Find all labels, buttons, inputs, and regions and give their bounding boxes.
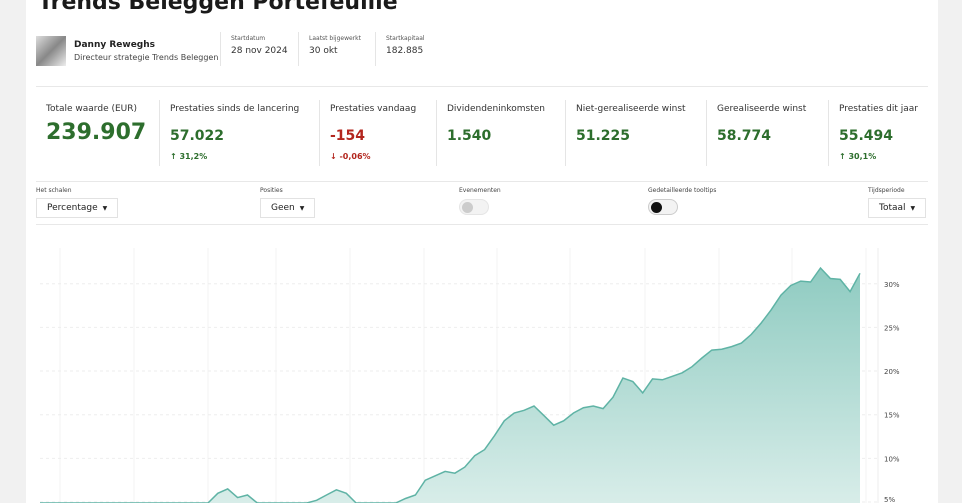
stat-label: Prestaties sinds de lancering <box>170 104 300 114</box>
caret-down-icon: ▼ <box>102 204 108 212</box>
stat-2: Prestaties vandaag -154 ↓ -0,06% <box>319 100 436 166</box>
y-tick-label: 15% <box>884 412 900 420</box>
stat-value: 51.225 <box>576 128 631 144</box>
period-label: Tijdsperiode <box>868 187 905 194</box>
scale-label: Het schalen <box>36 187 72 194</box>
y-tick-label: 30% <box>884 281 900 289</box>
events-label: Evenementen <box>459 187 501 194</box>
meta-label: Startkapitaal <box>386 35 425 42</box>
area-fill <box>40 268 860 503</box>
positions-dropdown[interactable]: Geen ▼ <box>260 198 316 218</box>
scale-control: Het schalen Percentage ▼ <box>36 187 119 218</box>
period-value: Totaal <box>879 203 906 213</box>
stat-1: Prestaties sinds de lancering 57.022 ↑ 31,… <box>159 100 319 166</box>
stat-value: 57.022 <box>170 128 225 144</box>
stat-4: Niet-gerealiseerde winst 51.225 <box>565 100 706 166</box>
stat-6: Prestaties dit jaar 55.494 ↑ 30,1% <box>828 100 938 166</box>
stat-label: Dividendeninkomsten <box>447 104 545 114</box>
stat-label: Prestaties dit jaar <box>839 104 918 114</box>
stat-label: Gerealiseerde winst <box>717 104 807 114</box>
stat-label: Prestaties vandaag <box>330 104 417 114</box>
divider <box>36 224 928 225</box>
meta-label: Laatst bijgewerkt <box>309 35 361 42</box>
tooltips-label: Gedetailleerde tooltips <box>648 187 717 194</box>
period-dropdown[interactable]: Totaal ▼ <box>868 198 927 218</box>
y-tick-label: 25% <box>884 324 900 332</box>
y-tick-label: 20% <box>884 368 900 376</box>
stat-value: 1.540 <box>447 128 492 144</box>
stat-label: Niet-gerealiseerde winst <box>576 104 686 114</box>
positions-label: Posities <box>260 187 283 194</box>
stat-value: -154 <box>330 128 366 144</box>
stat-value: 55.494 <box>839 128 894 144</box>
divider <box>36 86 928 87</box>
meta-label: Startdatum <box>231 35 266 42</box>
tooltips-toggle[interactable] <box>648 199 678 215</box>
tooltips-control: Gedetailleerde tooltips <box>648 187 716 215</box>
positions-control: Posities Geen ▼ <box>260 187 316 218</box>
stat-3: Dividendeninkomsten 1.540 <box>436 100 565 166</box>
events-control: Evenementen <box>459 187 501 215</box>
period-control: Tijdsperiode Totaal ▼ <box>868 187 927 218</box>
toggle-knob <box>651 202 662 213</box>
stat-0: Totale waarde (EUR) 239.907 <box>36 100 156 166</box>
performance-chart[interactable]: 5% 10% 15% 20% 25% 30% <box>0 230 962 503</box>
meta-value: 28 nov 2024 <box>231 46 288 56</box>
scale-value: Percentage <box>47 203 98 213</box>
divider <box>36 181 928 182</box>
meta-value: 182.885 <box>386 46 424 56</box>
scale-dropdown[interactable]: Percentage ▼ <box>36 198 119 218</box>
performance-line <box>40 266 861 503</box>
stat-label: Totale waarde (EUR) <box>46 104 138 114</box>
caret-down-icon: ▼ <box>299 204 305 212</box>
events-toggle[interactable] <box>459 199 489 215</box>
author-role: Directeur strategie Trends Beleggen <box>74 53 219 62</box>
author: Danny Reweghs Directeur strategie Trends… <box>36 36 218 66</box>
toggle-knob <box>462 202 473 213</box>
y-tick-label: 10% <box>884 455 900 463</box>
stat-change: ↑ 30,1% <box>839 152 877 161</box>
meta-start-capital: Startkapitaal 182.885 <box>375 32 425 66</box>
avatar <box>36 36 66 66</box>
caret-down-icon: ▼ <box>910 204 916 212</box>
positions-value: Geen <box>271 203 295 213</box>
stat-value: 58.774 <box>717 128 772 144</box>
stat-value: 239.907 <box>46 120 147 145</box>
meta-start-date: Startdatum 28 nov 2024 <box>220 32 288 66</box>
y-tick-label: 5% <box>884 496 895 503</box>
meta-last-updated: Laatst bijgewerkt 30 okt <box>298 32 361 66</box>
stat-5: Gerealiseerde winst 58.774 <box>706 100 828 166</box>
stat-change: ↑ 31,2% <box>170 152 208 161</box>
stat-change: ↓ -0,06% <box>330 152 371 161</box>
author-name: Danny Reweghs <box>74 40 156 50</box>
meta-value: 30 okt <box>309 46 338 56</box>
page-title: Trends Beleggen Portefeuille <box>38 0 398 15</box>
portfolio-panel: Trends Beleggen Portefeuille Danny Reweg… <box>26 0 938 503</box>
